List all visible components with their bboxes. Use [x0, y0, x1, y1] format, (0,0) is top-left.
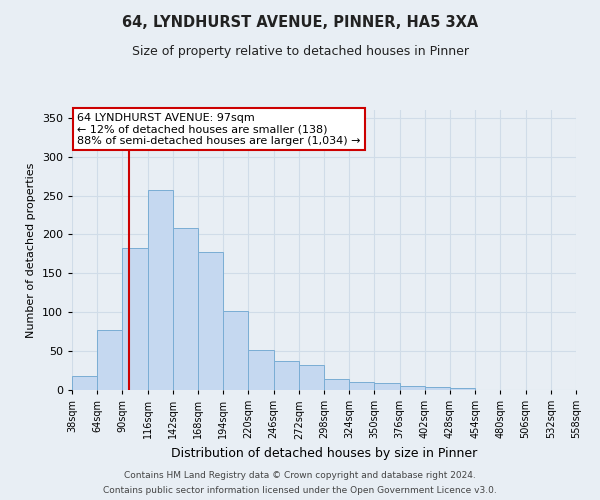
Bar	[148, 190, 173, 390]
Bar	[324, 379, 349, 390]
Text: 64 LYNDHURST AVENUE: 97sqm
← 12% of detached houses are smaller (138)
88% of sem: 64 LYNDHURST AVENUE: 97sqm ← 12% of deta…	[77, 113, 361, 146]
Bar	[274, 361, 299, 390]
Bar	[400, 386, 425, 390]
Bar	[223, 312, 248, 390]
Bar	[349, 382, 374, 390]
Bar	[374, 383, 400, 390]
Text: Contains HM Land Registry data © Crown copyright and database right 2024.: Contains HM Land Registry data © Crown c…	[124, 471, 476, 480]
Bar	[248, 350, 274, 390]
Bar	[72, 376, 97, 390]
Bar	[299, 365, 324, 390]
Bar	[122, 248, 148, 390]
Text: 64, LYNDHURST AVENUE, PINNER, HA5 3XA: 64, LYNDHURST AVENUE, PINNER, HA5 3XA	[122, 15, 478, 30]
Bar	[97, 330, 122, 390]
Text: Size of property relative to detached houses in Pinner: Size of property relative to detached ho…	[131, 45, 469, 58]
Y-axis label: Number of detached properties: Number of detached properties	[26, 162, 36, 338]
Bar	[198, 252, 223, 390]
X-axis label: Distribution of detached houses by size in Pinner: Distribution of detached houses by size …	[171, 447, 477, 460]
Bar	[173, 228, 198, 390]
Text: Contains public sector information licensed under the Open Government Licence v3: Contains public sector information licen…	[103, 486, 497, 495]
Bar	[425, 387, 450, 390]
Bar	[450, 388, 475, 390]
